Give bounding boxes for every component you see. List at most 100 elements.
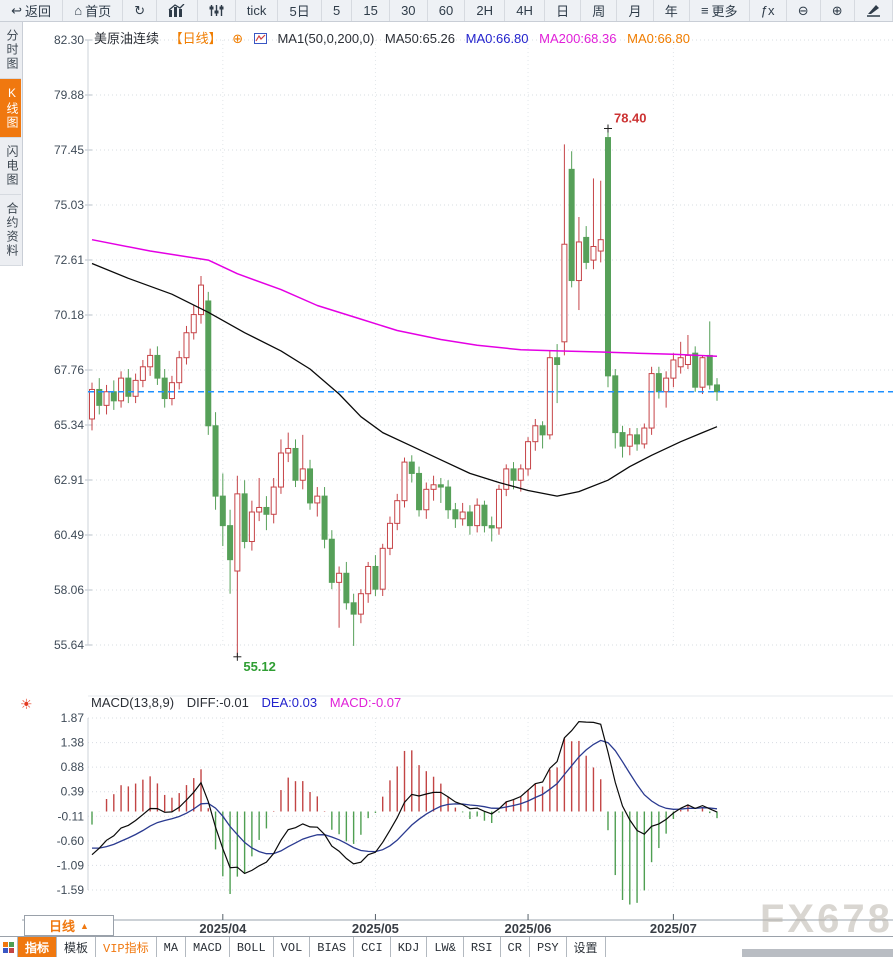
toolbar-day-label: 日	[556, 4, 570, 19]
top-toolbar: ↩ 返回 ⌂ 首页 ↻ tick 5日 5 15 30 60 2H 4H 日周月年 ≡ 更多 ƒx ⊖ ⊕	[0, 0, 893, 22]
axis-labels-layer: 82.30 79.88 77.45 75.03 72.61 70.18 67.76 65.34…	[54, 33, 697, 935]
toolbar-zoom-in-icon-button[interactable]: ⊕	[821, 0, 855, 21]
zoom-in-icon: ⊕	[831, 3, 843, 18]
watermark: FX678	[760, 897, 893, 941]
price-chart-header: 美原油连续 【日线】 ⊕ MA1(50,0,200,0) MA50:65.26 …	[94, 28, 697, 47]
tab-模板[interactable]: 模板	[57, 937, 97, 957]
sidebar-item-合约资料[interactable]: 合约资料	[0, 195, 21, 266]
high-price-annotation: 78.40	[614, 111, 647, 126]
toolbar-h2-button[interactable]: 2H	[465, 0, 506, 21]
toolbar-indicator-sliders-icon-button[interactable]	[198, 0, 236, 21]
tab-BOLL[interactable]: BOLL	[230, 937, 274, 957]
period-dropdown[interactable]: 日线 ▲	[24, 915, 114, 936]
toolbar-week-button[interactable]: 周	[581, 0, 618, 21]
period-tag[interactable]: 【日线】	[169, 31, 222, 46]
toolbar-zoom-out-icon-button[interactable]: ⊖	[787, 0, 821, 21]
toolbar-5d-button[interactable]: 5日	[278, 0, 322, 21]
add-compare-icon[interactable]: ⊕	[232, 31, 244, 46]
low-price-annotation: 55.12	[243, 659, 276, 674]
macd-diff-value: DIFF:-0.01	[186, 695, 249, 710]
toolbar-home-button[interactable]: ⌂ 首页	[63, 0, 124, 21]
toolbar-h4-button[interactable]: 4H	[505, 0, 545, 21]
ma50-value: MA50:65.26	[384, 31, 456, 46]
price-axis-label: 55.64	[54, 638, 84, 652]
toolbar-draw-icon-button[interactable]	[855, 0, 893, 21]
price-axis-label: 62.91	[54, 473, 84, 487]
month-label: 2025/04	[199, 921, 247, 935]
price-axis-label: 79.88	[54, 88, 84, 102]
tab-MA[interactable]: MA	[157, 937, 187, 957]
sidebar-item-K线图[interactable]: K线图	[0, 79, 21, 138]
toolbar-m60-button[interactable]: 60	[428, 0, 466, 21]
tab-VOL[interactable]: VOL	[274, 937, 311, 957]
month-label: 2025/06	[505, 921, 552, 935]
candles-layer: 78.40 55.12	[88, 111, 893, 674]
back-icon: ↩	[11, 3, 22, 18]
toolbar-back-label: 返回	[25, 4, 52, 19]
macd-axis-label: -0.11	[58, 809, 85, 823]
toolbar-kline-chart-icon-button[interactable]	[157, 0, 198, 21]
indicator-palette-icon[interactable]	[0, 937, 18, 957]
price-axis-label: 60.49	[54, 528, 84, 542]
sidebar-item-分时图[interactable]: 分时图	[0, 22, 21, 79]
tab-LW&[interactable]: LW&	[427, 937, 464, 957]
chart-type-sidebar: 分时图 K线图 闪电图 合约资料	[0, 22, 23, 266]
tab-BIAS[interactable]: BIAS	[310, 937, 355, 957]
toolbar-m30-button[interactable]: 30	[390, 0, 428, 21]
toolbar-m5-button[interactable]: 5	[322, 0, 353, 21]
macd-axis-label: 1.87	[61, 711, 85, 725]
macd-axis-label: -1.59	[57, 883, 85, 897]
tab-设置[interactable]: 设置	[567, 937, 606, 957]
macd-axis-label: 1.38	[61, 736, 85, 750]
toolbar-m60-label: 60	[438, 3, 454, 18]
toolbar-fx-button[interactable]: ƒx	[750, 0, 787, 21]
tab-指标[interactable]: 指标	[18, 937, 58, 957]
tab-CCI[interactable]: CCI	[354, 937, 391, 957]
toolbar-h2-label: 2H	[476, 3, 494, 18]
toolbar-m30-label: 30	[401, 3, 416, 18]
tab-PSY[interactable]: PSY	[530, 937, 567, 957]
toolbar-tick-label: tick	[246, 3, 267, 18]
ma-settings-label: MA1(50,0,200,0)	[277, 31, 375, 46]
tab-MACD[interactable]: MACD	[186, 937, 230, 957]
toolbar-tick-button[interactable]: tick	[236, 0, 279, 21]
indicator-mini-icon	[253, 32, 267, 47]
symbol-name: 美原油连续	[94, 31, 160, 46]
tab-VIP指标[interactable]: VIP指标	[96, 937, 157, 957]
draw-icon	[866, 4, 881, 17]
toolbar-year-button[interactable]: 年	[654, 0, 690, 21]
price-axis-label: 77.45	[54, 143, 84, 157]
price-axis-label: 72.61	[54, 253, 84, 267]
tab-RSI[interactable]: RSI	[464, 937, 501, 957]
toolbar-year-label: 年	[664, 4, 678, 19]
toolbar-month-button[interactable]: 月	[617, 0, 654, 21]
ma50-line	[91, 262, 718, 497]
refresh-icon: ↻	[134, 3, 146, 18]
toolbar-month-label: 月	[628, 4, 642, 19]
toolbar-more-label: 更多	[711, 4, 738, 19]
macd-diff-line	[91, 720, 718, 875]
price-axis-label: 70.18	[54, 308, 84, 322]
tab-KDJ[interactable]: KDJ	[391, 937, 428, 957]
toolbar-refresh-icon-button[interactable]: ↻	[123, 0, 158, 21]
period-dropdown-arrow-icon: ▲	[80, 920, 89, 931]
horizontal-scrollbar[interactable]	[742, 949, 893, 957]
grid-layer	[22, 39, 893, 921]
sidebar-item-闪电图[interactable]: 闪电图	[0, 138, 21, 195]
indicator-tabbar: 指标 模板 VIP指标 MA MACD BOLL VOL BIAS CCI KDJ LW& RSI CR…	[0, 936, 893, 957]
macd-macd-value: MACD:-0.07	[329, 695, 402, 710]
toolbar-day-button[interactable]: 日	[545, 0, 582, 21]
toolbar-more-button[interactable]: ≡ 更多	[690, 0, 750, 21]
toolbar-m15-button[interactable]: 15	[352, 0, 390, 21]
toolbar-back-button[interactable]: ↩ 返回	[0, 0, 64, 21]
macd-axis-label: 0.39	[61, 785, 85, 799]
ma200-line	[91, 238, 718, 358]
toolbar-m15-label: 15	[363, 3, 378, 18]
main-chart-svg[interactable]: 78.40 55.12 82.30 79.88 77.45 75.03 72.61 70.18…	[22, 22, 893, 935]
macd-dea-value: DEA:0.03	[261, 695, 318, 710]
price-axis-label: 67.76	[54, 363, 84, 377]
macd-settings-sun-icon[interactable]: ☀	[20, 696, 33, 712]
macd-axis-label: 0.88	[61, 760, 85, 774]
tab-CR[interactable]: CR	[501, 937, 530, 957]
